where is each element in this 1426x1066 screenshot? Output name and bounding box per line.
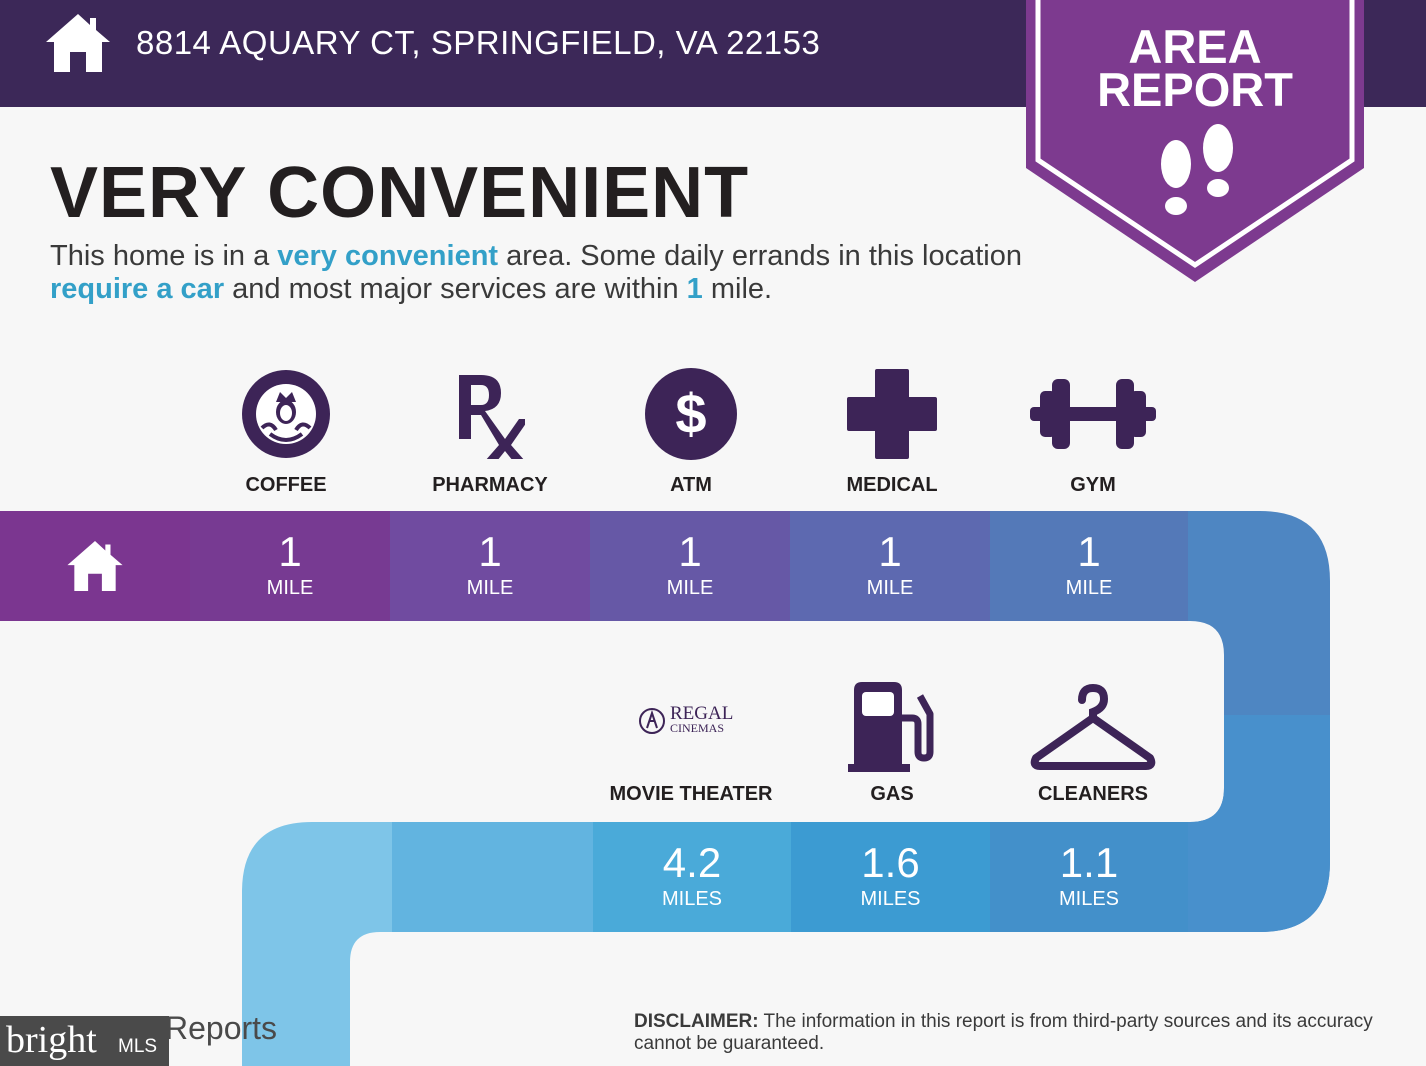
distance-unit: MILES xyxy=(860,888,921,910)
distance-tile-cleaners: 1.1 MILES xyxy=(990,822,1188,932)
dollar-icon: $ xyxy=(591,364,791,464)
regal-logo-line2: CINEMAS xyxy=(670,721,724,735)
distance-unit: MILES xyxy=(661,888,723,910)
intro-highlight: 1 xyxy=(686,273,703,305)
intro-text: mile. xyxy=(702,273,773,305)
distance-value: 1.1 xyxy=(1059,839,1119,886)
intro-text: and most major services are within xyxy=(224,273,687,305)
bright-mls-logo: bright MLS xyxy=(0,1016,169,1066)
svg-text:$: $ xyxy=(675,382,706,445)
intro-text: area. Some daily errands in this locatio… xyxy=(498,240,1022,272)
bright-logo-text: bright xyxy=(6,1019,97,1061)
category-label-pharmacy: PHARMACY xyxy=(432,474,548,496)
distance-tile-coffee: 1 MILE xyxy=(190,511,390,621)
badge-title-line2: REPORT xyxy=(1097,63,1293,116)
disclaimer-text: The information in this report is from t… xyxy=(634,1011,1373,1054)
medical-cross-icon xyxy=(792,364,992,464)
area-report-badge xyxy=(1026,0,1364,282)
regal-cinemas-logo-icon: REGAL CINEMAS xyxy=(592,670,792,770)
distance-unit: MILES xyxy=(1058,888,1120,910)
hanger-icon xyxy=(993,676,1193,776)
distance-value: 1 xyxy=(478,528,502,575)
distance-unit: MILE xyxy=(466,577,514,599)
rx-icon xyxy=(390,364,590,464)
distance-tile-gas: 1.6 MILES xyxy=(791,822,990,932)
disclaimer-label: DISCLAIMER: xyxy=(634,1011,759,1032)
distance-value: 4.2 xyxy=(662,839,722,886)
distance-tile-atm: 1 MILE xyxy=(590,511,790,621)
distance-value: 1 xyxy=(278,528,302,575)
intro-highlight: very convenient xyxy=(277,240,499,272)
distance-tile-medical: 1 MILE xyxy=(790,511,990,621)
house-icon xyxy=(67,541,123,591)
badge-title-line1: AREA xyxy=(1128,20,1262,73)
category-label-cleaners: CLEANERS xyxy=(1037,783,1148,805)
distance-value: 1 xyxy=(678,528,702,575)
distance-unit: MILE xyxy=(866,577,914,599)
convenience-headline: VERY CONVENIENT xyxy=(50,153,750,233)
intro-text: This home is in a xyxy=(50,240,278,272)
property-address: 8814 AQUARY CT, SPRINGFIELD, VA 22153 xyxy=(136,24,821,61)
category-label-movie-theater: MOVIE THEATER xyxy=(609,783,773,805)
category-label-gas: GAS xyxy=(870,783,914,805)
category-label-atm: ATM xyxy=(670,474,712,496)
distance-tile-pharmacy: 1 MILE xyxy=(390,511,590,621)
distance-unit: MILE xyxy=(266,577,314,599)
regal-logo-line1: REGAL xyxy=(670,703,733,724)
home-start-tile xyxy=(0,511,190,621)
disclaimer: DISCLAIMER: The information in this repo… xyxy=(634,1011,1394,1055)
category-label-gym: GYM xyxy=(1070,474,1116,496)
distance-unit: MILE xyxy=(1065,577,1113,599)
footprints-icon xyxy=(1161,124,1233,215)
mls-logo-text: MLS xyxy=(118,1036,158,1057)
dumbbell-icon xyxy=(993,364,1193,464)
house-icon xyxy=(46,14,110,72)
distance-unit: MILE xyxy=(666,577,714,599)
distance-value: 1 xyxy=(878,528,902,575)
distance-tile-movie-theater: 4.2 MILES xyxy=(593,822,791,932)
category-label-medical: MEDICAL xyxy=(846,474,938,496)
distance-value: 1.6 xyxy=(861,839,920,886)
gas-pump-icon xyxy=(792,676,992,776)
distance-tile-gym: 1 MILE xyxy=(990,511,1188,621)
distance-value: 1 xyxy=(1077,528,1101,575)
starbucks-logo-icon xyxy=(186,364,386,464)
category-label-coffee: COFFEE xyxy=(245,474,327,496)
intro-paragraph: This home is in a very convenient area. … xyxy=(50,240,1030,306)
intro-highlight: require a car xyxy=(50,273,225,305)
reports-logo-text: Reports xyxy=(165,1010,278,1046)
